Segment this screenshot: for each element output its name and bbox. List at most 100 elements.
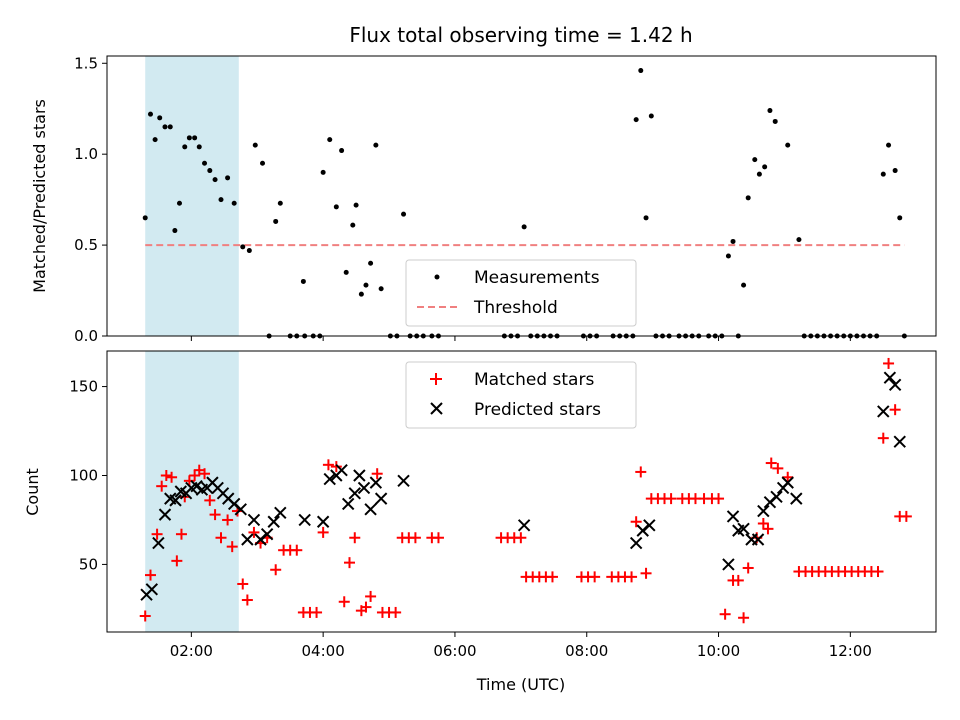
measurement-point [745,195,751,201]
measurement-point [172,228,178,234]
measurement-point [186,135,192,141]
predicted-star-point [751,533,765,546]
measurement-point [756,171,762,177]
predicted-star-point [323,472,336,486]
measurement-point [785,142,791,148]
predicted-star-point [369,476,383,489]
measurement-point [142,215,148,221]
measurement-point [741,282,747,288]
measurement-point [880,171,886,177]
top-y-tick-label: 1.5 [74,54,98,72]
measurement-point [730,238,736,244]
predicted-star-point [888,378,902,391]
matched-star-point [144,569,156,581]
measurement-point [252,142,258,148]
matched-star-point [732,574,744,586]
matched-star-point [640,567,652,579]
measurement-point [182,144,188,150]
measurement-point [300,278,306,284]
measurement-point [725,253,731,259]
measurement-point [339,148,345,154]
predicted-star-point [298,513,311,527]
matched-star-point [365,590,377,602]
measurement-point [373,142,379,148]
bottom-legend-box [405,361,637,429]
predicted-star-point [770,490,783,504]
matched-star-point [626,571,638,583]
measurement-point [401,211,407,217]
predicted-star-points [140,371,906,601]
measurement-point [246,248,252,254]
matched-star-point [151,528,163,540]
predicted-star-point [190,479,203,493]
measurement-point [240,244,246,250]
measurement-point [363,282,369,288]
measurement-point [157,115,163,121]
predicted-star-point [241,533,254,546]
x-tick-label: 02:00 [170,642,213,660]
x-tick-label: 12:00 [829,642,872,660]
matched-star-point [360,601,372,613]
measurement-point [633,117,639,123]
predicted-star-point [877,405,890,418]
measurement-point [260,160,266,166]
predicted-star-point [726,510,740,523]
top-y-tick-label: 0.0 [74,327,98,345]
matched-star-point [390,606,402,618]
x-tick-label: 08:00 [565,642,608,660]
matched-star-point [432,532,444,544]
matched-star-point [241,594,253,606]
measurement-point [638,68,644,74]
predicted-star-point [790,492,803,505]
predicted-star-point [234,503,247,516]
predicted-star-point [364,503,377,516]
measurement-point [368,260,374,266]
measurement-point [343,269,349,275]
predicted-star-point [629,536,643,550]
top-legend-box [405,259,637,327]
legend-threshold-label: Threshold [473,298,558,318]
matched-star-point [719,608,731,620]
measurement-point [162,124,168,130]
matched-star-point [322,459,334,471]
bottom-y-tick-label: 50 [79,555,98,573]
matched-star-point [635,466,647,478]
matched-star-point [270,564,282,576]
measurement-point [196,144,202,150]
measurement-point [762,164,768,170]
matched-star-point [139,610,151,622]
matched-star-point [330,461,342,473]
measurement-point [892,168,898,174]
predicted-star-point [247,513,261,527]
predicted-star-point [893,435,906,448]
x-axis-label: Time (UTC) [476,675,565,694]
legend-matched-marker [430,373,442,385]
matched-star-point [344,557,356,569]
measurement-point [767,108,773,114]
measurement-point [192,135,198,141]
matched-star-point [738,612,750,624]
predicted-star-point [722,558,735,571]
matched-star-point [772,462,784,474]
matched-star-point [317,526,329,538]
matched-star-point [589,571,601,583]
predicted-star-point [883,371,897,384]
predicted-star-point [374,492,388,505]
measurement-point [358,291,364,297]
predicted-star-point [757,504,770,518]
legend-measurements-marker [434,274,440,280]
measurement-point [207,168,213,174]
measurement-point [147,111,153,117]
predicted-star-point [737,522,750,536]
matched-star-point [765,457,777,469]
measurement-point [212,177,218,183]
predicted-star-point [341,497,355,511]
predicted-star-point [335,463,348,477]
matched-star-point [742,562,754,574]
predicted-star-point [781,476,794,489]
measurement-point [897,215,903,221]
predicted-star-point [267,515,280,528]
matched-star-point [883,357,895,369]
top-x-ticks [190,336,851,341]
